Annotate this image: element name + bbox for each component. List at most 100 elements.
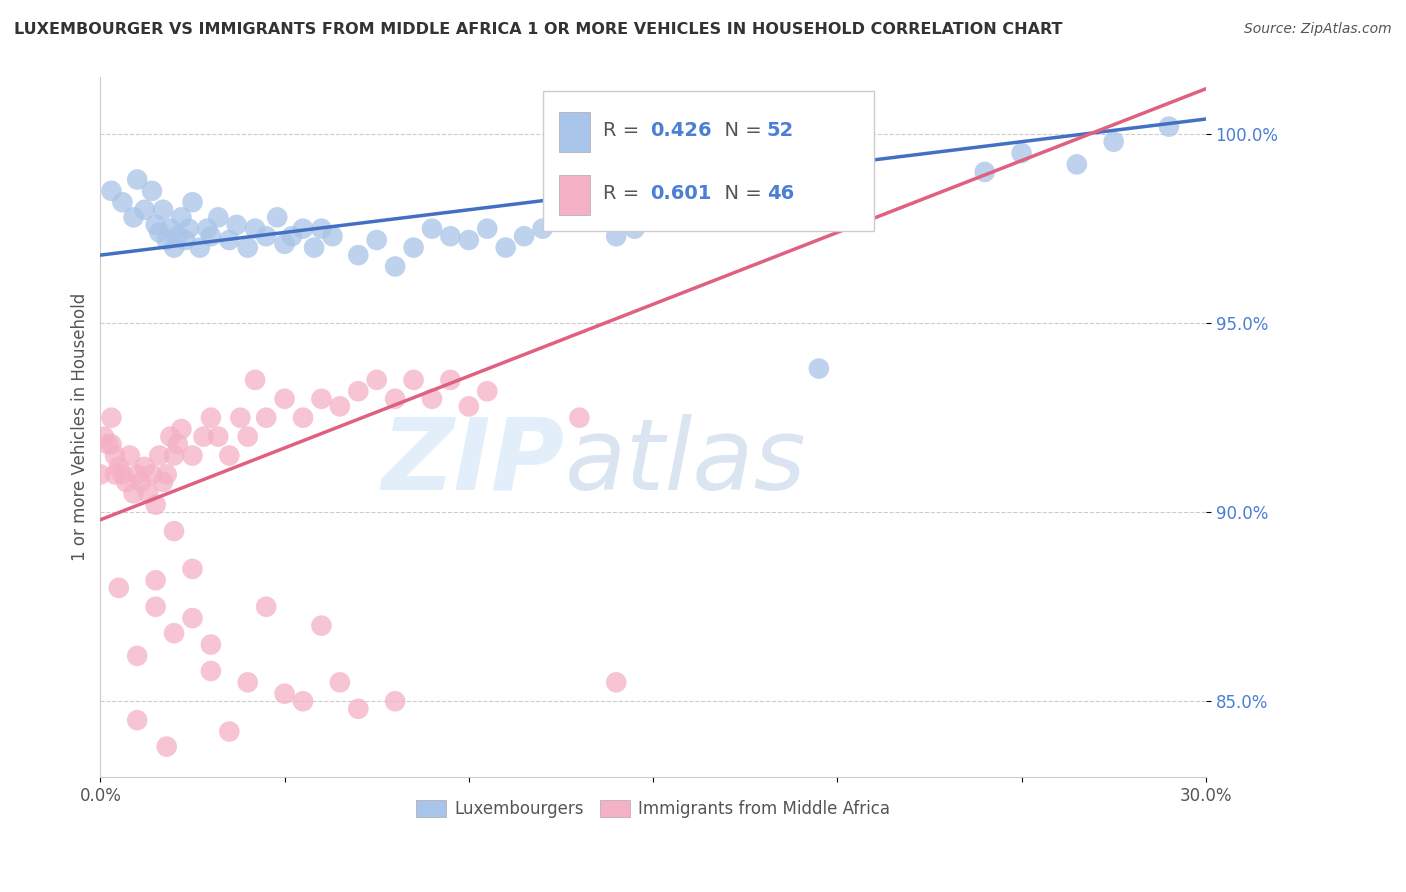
FancyBboxPatch shape bbox=[543, 91, 875, 231]
Point bbox=[402, 241, 425, 255]
Point bbox=[134, 202, 156, 217]
Text: ZIP: ZIP bbox=[381, 414, 565, 510]
Point bbox=[207, 429, 229, 443]
Point bbox=[1102, 135, 1125, 149]
Point bbox=[127, 467, 149, 482]
Point bbox=[568, 410, 591, 425]
Text: 46: 46 bbox=[766, 184, 794, 203]
Point bbox=[129, 475, 152, 489]
Point bbox=[200, 638, 222, 652]
Point bbox=[181, 611, 204, 625]
Point bbox=[605, 675, 627, 690]
Point bbox=[973, 165, 995, 179]
Point bbox=[89, 467, 111, 482]
Point bbox=[254, 229, 277, 244]
Point bbox=[177, 221, 200, 235]
Point bbox=[311, 618, 333, 632]
Point bbox=[136, 486, 159, 500]
Point bbox=[531, 221, 554, 235]
Point bbox=[159, 429, 181, 443]
Point bbox=[122, 486, 145, 500]
Point bbox=[122, 211, 145, 225]
Point bbox=[273, 687, 295, 701]
Point bbox=[127, 648, 149, 663]
Point bbox=[402, 373, 425, 387]
Point bbox=[1011, 146, 1033, 161]
Point bbox=[254, 410, 277, 425]
Point bbox=[254, 599, 277, 614]
Point bbox=[236, 241, 259, 255]
Point bbox=[420, 221, 443, 235]
Point bbox=[100, 437, 122, 451]
Point bbox=[159, 221, 181, 235]
Y-axis label: 1 or more Vehicles in Household: 1 or more Vehicles in Household bbox=[72, 293, 89, 561]
Point bbox=[100, 410, 122, 425]
Point bbox=[513, 229, 536, 244]
FancyBboxPatch shape bbox=[560, 112, 591, 152]
Point bbox=[273, 236, 295, 251]
Point bbox=[195, 221, 218, 235]
Point bbox=[218, 724, 240, 739]
Text: R =: R = bbox=[603, 184, 645, 203]
Point bbox=[188, 241, 211, 255]
Point bbox=[148, 449, 170, 463]
Point bbox=[127, 172, 149, 186]
Point bbox=[145, 218, 167, 232]
Point bbox=[292, 221, 315, 235]
Text: 52: 52 bbox=[766, 121, 794, 140]
Point bbox=[156, 233, 179, 247]
Point bbox=[243, 373, 266, 387]
Point bbox=[225, 218, 247, 232]
Text: Source: ZipAtlas.com: Source: ZipAtlas.com bbox=[1244, 22, 1392, 37]
Point bbox=[457, 233, 479, 247]
Point bbox=[181, 449, 204, 463]
Text: N =: N = bbox=[711, 121, 768, 140]
Point bbox=[807, 361, 830, 376]
Point bbox=[200, 410, 222, 425]
Text: 0.601: 0.601 bbox=[650, 184, 711, 203]
Point bbox=[207, 211, 229, 225]
Point bbox=[321, 229, 343, 244]
Point bbox=[329, 400, 352, 414]
Text: LUXEMBOURGER VS IMMIGRANTS FROM MIDDLE AFRICA 1 OR MORE VEHICLES IN HOUSEHOLD CO: LUXEMBOURGER VS IMMIGRANTS FROM MIDDLE A… bbox=[14, 22, 1063, 37]
Point bbox=[141, 467, 163, 482]
Point bbox=[623, 221, 645, 235]
Point bbox=[152, 202, 174, 217]
Text: 0.426: 0.426 bbox=[650, 121, 711, 140]
Point bbox=[477, 384, 499, 399]
Point bbox=[200, 664, 222, 678]
Point bbox=[347, 702, 370, 716]
Text: atlas: atlas bbox=[565, 414, 806, 510]
Point bbox=[311, 221, 333, 235]
Point bbox=[1157, 120, 1180, 134]
Point bbox=[145, 498, 167, 512]
Point bbox=[97, 437, 120, 451]
Point bbox=[236, 675, 259, 690]
Point bbox=[163, 449, 186, 463]
Point bbox=[145, 599, 167, 614]
Point bbox=[174, 233, 197, 247]
Point bbox=[118, 449, 141, 463]
Point bbox=[145, 574, 167, 588]
Point bbox=[266, 211, 288, 225]
Point bbox=[107, 459, 129, 474]
Point bbox=[457, 400, 479, 414]
Point bbox=[166, 437, 188, 451]
Point bbox=[243, 221, 266, 235]
Point bbox=[163, 524, 186, 538]
Point bbox=[134, 459, 156, 474]
Point bbox=[229, 410, 252, 425]
Point bbox=[148, 226, 170, 240]
Point bbox=[166, 229, 188, 244]
Point bbox=[273, 392, 295, 406]
Point bbox=[127, 713, 149, 727]
Point bbox=[347, 384, 370, 399]
Point bbox=[107, 581, 129, 595]
Point bbox=[170, 211, 193, 225]
Point bbox=[200, 229, 222, 244]
Legend: Luxembourgers, Immigrants from Middle Africa: Luxembourgers, Immigrants from Middle Af… bbox=[409, 793, 897, 824]
Point bbox=[218, 449, 240, 463]
Point bbox=[104, 467, 127, 482]
Point bbox=[93, 429, 115, 443]
Point bbox=[156, 739, 179, 754]
